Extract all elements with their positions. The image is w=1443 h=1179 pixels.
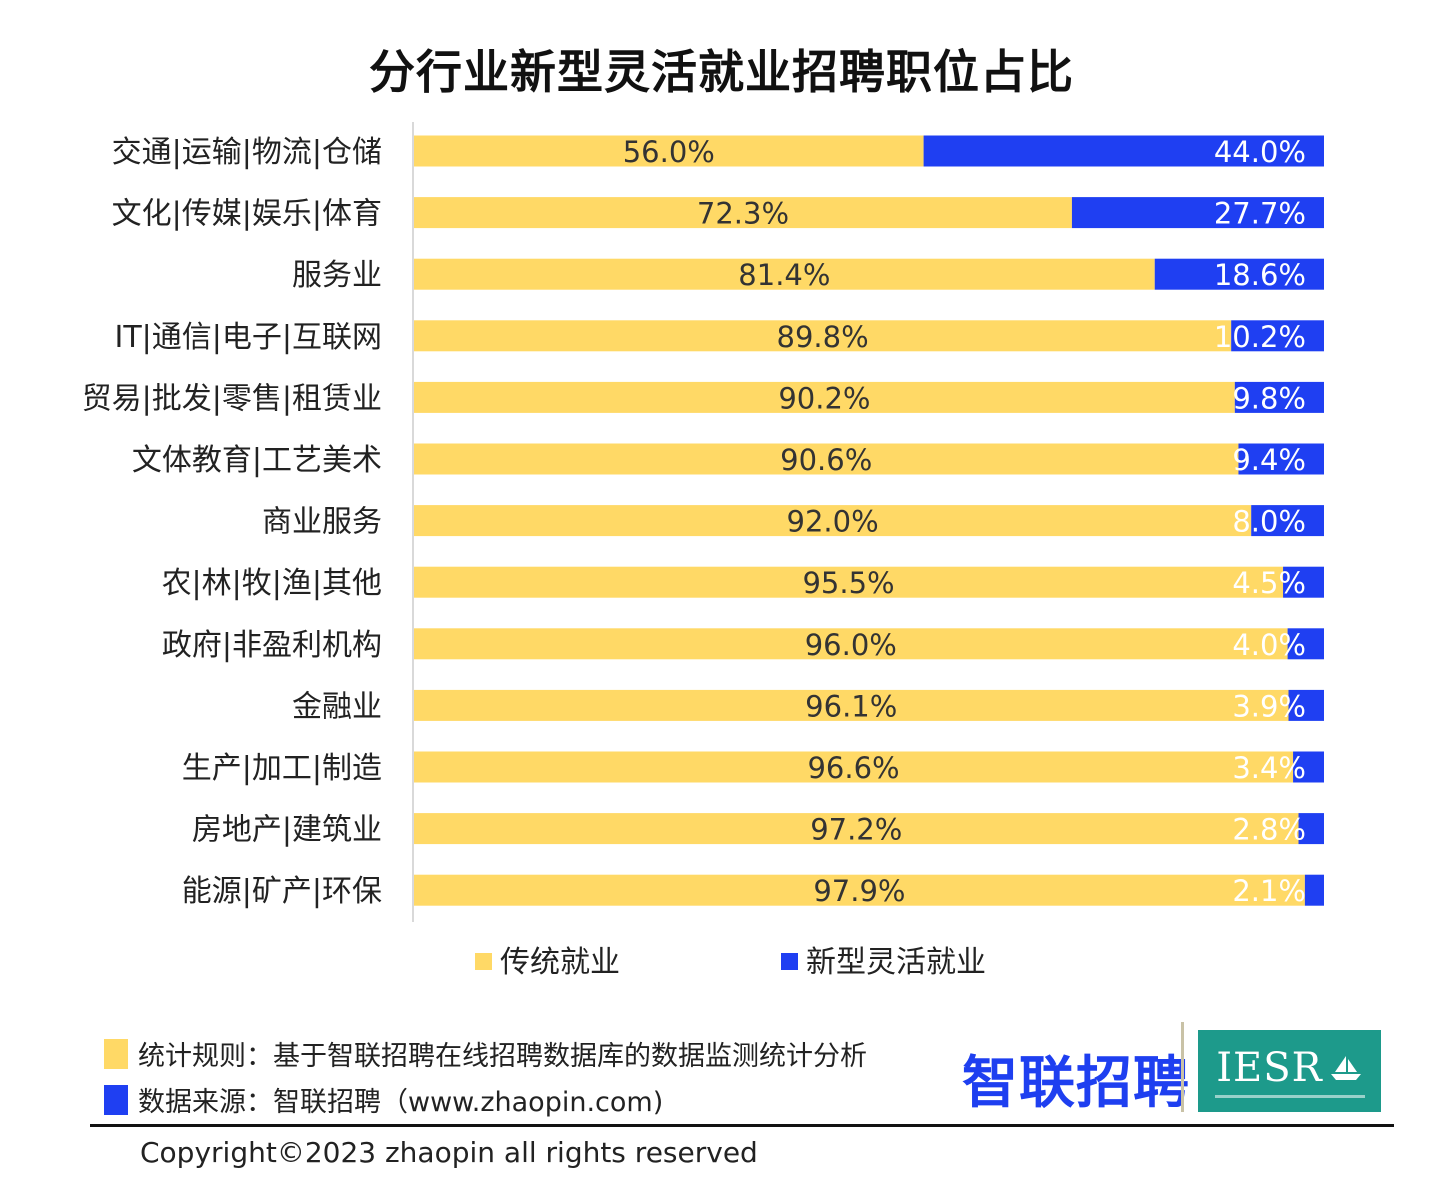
data-label-flexible: 2.1% (1232, 874, 1306, 908)
bar-flexible (1238, 443, 1324, 475)
data-label-traditional: 95.5% (802, 566, 894, 600)
bar-flexible (1288, 689, 1324, 721)
category-label: 政府|非盈利机构 (162, 628, 382, 663)
bar-traditional (414, 443, 1239, 475)
bar-flexible (1283, 566, 1324, 598)
zhaopin-logo: 智联招聘 (962, 1051, 1190, 1116)
data-label-traditional: 97.2% (810, 813, 902, 847)
bar-flexible (1304, 874, 1324, 906)
category-label: 房地产|建筑业 (192, 813, 382, 848)
bar-flexible (1154, 258, 1324, 290)
data-label-traditional: 72.3% (697, 197, 789, 231)
footer-rule (90, 1124, 1394, 1127)
bar-traditional (414, 689, 1289, 721)
stacked-bar-chart: 交通|运输|物流|仓储 56.0% 44.0% 文化|传媒|娱乐|体育 72.3% 27.… (82, 122, 1324, 980)
data-label-traditional: 90.6% (780, 443, 872, 477)
category-label: IT|通信|电子|互联网 (115, 320, 383, 355)
data-label-flexible: 8.0% (1232, 505, 1306, 539)
data-label-traditional: 96.6% (807, 751, 899, 785)
category-label: 文体教育|工艺美术 (132, 443, 382, 478)
category-label: 交通|运输|物流|仓储 (112, 135, 382, 170)
bar-traditional (414, 197, 1072, 229)
data-label-flexible: 2.8% (1232, 813, 1306, 847)
data-label-traditional: 90.2% (778, 381, 870, 415)
bar-flexible (1287, 628, 1324, 660)
data-label-traditional: 89.8% (777, 320, 869, 354)
bar-traditional (414, 381, 1235, 413)
data-label-traditional: 96.1% (805, 689, 897, 723)
category-label: 贸易|批发|零售|租赁业 (82, 381, 382, 416)
iesr-logo-text: IESR (1216, 1044, 1323, 1091)
legend-label: 新型灵活就业 (806, 945, 986, 980)
bar-traditional (414, 320, 1232, 352)
bar-flexible (1251, 505, 1324, 537)
bar-traditional (414, 751, 1294, 783)
note-source: 数据来源：智联招聘（www.zhaopin.com) (104, 1080, 663, 1119)
bar-flexible (1234, 381, 1324, 413)
note-source-text: 数据来源：智联招聘（www.zhaopin.com) (138, 1087, 664, 1118)
category-label: 生产|加工|制造 (182, 751, 382, 786)
data-label-flexible: 27.7% (1214, 197, 1306, 231)
bar-flexible (1298, 813, 1324, 845)
data-label-traditional: 56.0% (623, 135, 715, 169)
iesr-logo-subtitle-line (1214, 1094, 1365, 1098)
chart-title: 分行业新型灵活就业招聘职位占比 (369, 45, 1074, 99)
note-source-marker (104, 1084, 128, 1115)
bar-traditional (414, 258, 1155, 290)
category-label: 服务业 (292, 258, 382, 293)
legend-label: 传统就业 (500, 945, 620, 980)
legend-marker (475, 953, 492, 970)
category-label: 能源|矿产|环保 (182, 874, 382, 909)
note-rule: 统计规则：基于智联招聘在线招聘数据库的数据监测统计分析 (104, 1034, 867, 1073)
note-rule-text: 统计规则：基于智联招聘在线招聘数据库的数据监测统计分析 (138, 1041, 867, 1072)
logo-divider (1181, 1022, 1184, 1112)
bar-traditional (414, 874, 1305, 906)
category-label: 金融业 (292, 689, 382, 724)
data-label-traditional: 97.9% (813, 874, 905, 908)
data-label-traditional: 96.0% (805, 628, 897, 662)
legend-marker (781, 953, 798, 970)
boat-icon (1330, 1055, 1361, 1080)
bar-traditional (414, 505, 1252, 537)
bar-traditional (414, 628, 1288, 660)
bar-traditional (414, 566, 1284, 598)
bar-flexible (1071, 197, 1324, 229)
bar-flexible (1231, 320, 1324, 352)
data-label-flexible: 9.4% (1232, 443, 1306, 477)
data-label-flexible: 3.9% (1232, 689, 1306, 723)
data-label-flexible: 44.0% (1214, 135, 1306, 169)
iesr-logo: IESR (1198, 1030, 1381, 1112)
category-label: 文化|传媒|娱乐|体育 (112, 197, 382, 232)
bar-traditional (414, 135, 924, 167)
category-label: 商业服务 (262, 505, 382, 540)
data-label-traditional: 92.0% (787, 505, 879, 539)
data-label-traditional: 81.4% (738, 258, 830, 292)
data-label-flexible: 4.0% (1232, 628, 1306, 662)
category-label: 农|林|牧|渔|其他 (162, 566, 382, 601)
bar-flexible (923, 135, 1324, 167)
bar-traditional (414, 813, 1299, 845)
data-label-flexible: 3.4% (1232, 751, 1306, 785)
data-label-flexible: 10.2% (1214, 320, 1306, 354)
data-label-flexible: 4.5% (1232, 566, 1306, 600)
note-rule-marker (104, 1038, 128, 1069)
data-label-flexible: 9.8% (1232, 381, 1306, 415)
copyright-text: Copyright©2023 zhaopin all rights reserv… (140, 1136, 758, 1169)
data-label-flexible: 18.6% (1214, 258, 1306, 292)
bar-flexible (1293, 751, 1324, 783)
